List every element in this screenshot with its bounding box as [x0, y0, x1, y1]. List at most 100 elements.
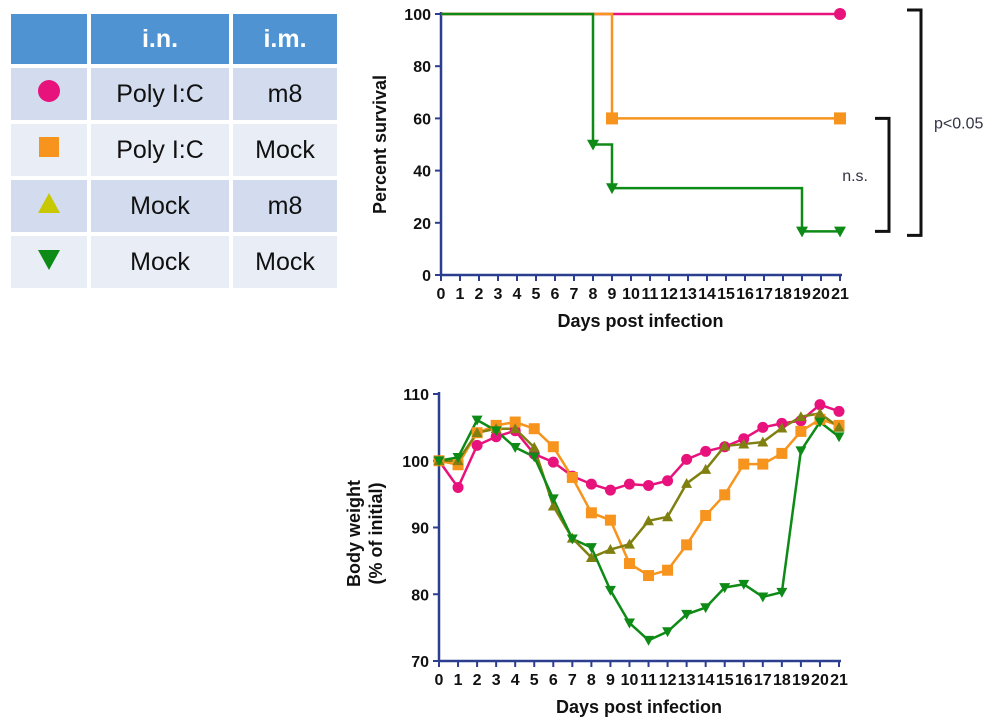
weight-data-point: [452, 481, 464, 493]
x-tick-label: 5: [532, 286, 541, 303]
legend-im-value: Mock: [231, 234, 339, 290]
x-tick-label: 17: [754, 672, 772, 689]
weight-data-point: [757, 421, 769, 433]
weight-data-point: [814, 407, 826, 418]
survival-series-line: [441, 12, 840, 233]
y-tick-label: 20: [413, 216, 431, 233]
weight-series-line: [438, 418, 840, 642]
weight-data-point: [681, 609, 693, 620]
weight-data-point: [795, 446, 807, 457]
weight-data-point: [547, 494, 559, 505]
circle-marker-icon: [9, 66, 89, 122]
legend-im-value: m8: [231, 178, 339, 234]
x-tick-label: 16: [736, 286, 754, 303]
x-tick-label: 5: [530, 672, 539, 689]
weight-data-point: [795, 425, 807, 437]
weight-data-point: [604, 544, 616, 554]
legend-row: Poly I:C Mock: [9, 122, 339, 178]
weight-data-point: [814, 417, 826, 428]
x-tick-label: 10: [622, 286, 640, 303]
y-axis-title: Percent survival: [370, 75, 390, 214]
weight-data-point: [585, 507, 597, 519]
x-tick-label: 3: [492, 672, 501, 689]
x-tick-label: 20: [811, 672, 829, 689]
y-tick-label: 80: [413, 59, 431, 76]
weight-data-point: [700, 445, 712, 457]
weight-data-point: [528, 441, 540, 452]
survival-data-point: [606, 112, 618, 125]
x-tick-label: 11: [640, 672, 657, 689]
weight-data-point: [585, 478, 597, 490]
x-tick-label: 8: [587, 672, 596, 689]
weight-data-point: [757, 436, 769, 447]
survival-data-point: [606, 183, 618, 195]
weight-data-point: [604, 585, 616, 596]
weight-data-point: [490, 426, 502, 437]
weight-series-line: [438, 417, 840, 577]
x-tick-label: 15: [717, 286, 735, 303]
y-tick-label: 70: [411, 654, 429, 671]
x-tick-label: 14: [697, 672, 715, 689]
survival-series-line: [441, 12, 840, 120]
weight-data-point: [643, 515, 655, 526]
weight-data-point: [547, 441, 559, 453]
x-tick-label: 7: [570, 286, 579, 303]
x-tick-label: 0: [435, 672, 444, 689]
legend-im-value: m8: [231, 66, 339, 122]
y-tick-label: 80: [411, 587, 429, 604]
x-tick-label: 20: [812, 286, 830, 303]
legend-table: i.n. i.m. Poly I:C m8 Poly I:C Mock Mock…: [9, 12, 339, 290]
weight-data-point: [776, 587, 788, 598]
weight-series-line: [439, 412, 840, 560]
header-symbol: [9, 12, 89, 66]
x-tick-label: 13: [679, 286, 697, 303]
x-tick-label: 2: [475, 286, 484, 303]
legend-im-value: Mock: [231, 122, 339, 178]
triangle-up-marker-icon: [9, 178, 89, 234]
weight-data-point: [471, 439, 483, 451]
weight-data-point: [643, 635, 655, 646]
legend-in-value: Poly I:C: [89, 122, 231, 178]
header-in: i.n.: [89, 12, 231, 66]
weight-data-point: [623, 478, 635, 490]
weight-data-point: [471, 415, 483, 426]
x-tick-label: 7: [568, 672, 577, 689]
legend-row: Poly I:C m8: [9, 66, 339, 122]
legend-row: Mock Mock: [9, 234, 339, 290]
weight-data-point: [566, 534, 578, 545]
x-tick-label: 14: [698, 286, 716, 303]
y-tick-label: 0: [422, 268, 431, 285]
weight-data-point: [509, 423, 521, 434]
x-tick-label: 21: [831, 286, 849, 303]
significance-bracket: [907, 8, 923, 237]
significance-label: n.s.: [842, 168, 868, 185]
weight-data-point: [833, 405, 845, 417]
weight-data-point: [795, 411, 807, 422]
weight-data-point: [623, 558, 635, 570]
x-tick-label: 4: [511, 672, 520, 689]
y-tick-label: 60: [413, 111, 431, 128]
weight-data-point: [547, 500, 559, 511]
weight-data-point: [471, 427, 483, 438]
x-tick-label: 19: [792, 672, 810, 689]
x-tick-label: 18: [773, 672, 791, 689]
weight-data-point: [700, 463, 712, 474]
weight-data-point: [814, 399, 826, 411]
weight-data-point: [681, 477, 693, 488]
x-tick-label: 21: [830, 672, 848, 689]
weight-data-point: [566, 471, 578, 483]
survival-data-point: [834, 112, 846, 125]
x-tick-label: 2: [473, 672, 482, 689]
weight-data-point: [509, 443, 521, 453]
x-tick-label: 9: [608, 286, 617, 303]
weight-data-point: [490, 431, 502, 443]
x-tick-label: 11: [642, 286, 659, 303]
weight-data-point: [643, 479, 655, 491]
x-tick-label: 8: [589, 286, 598, 303]
x-tick-label: 17: [755, 286, 773, 303]
legend-in-value: Mock: [89, 234, 231, 290]
weight-data-point: [585, 552, 597, 562]
square-marker-icon: [9, 122, 89, 178]
x-tick-label: 3: [494, 286, 503, 303]
